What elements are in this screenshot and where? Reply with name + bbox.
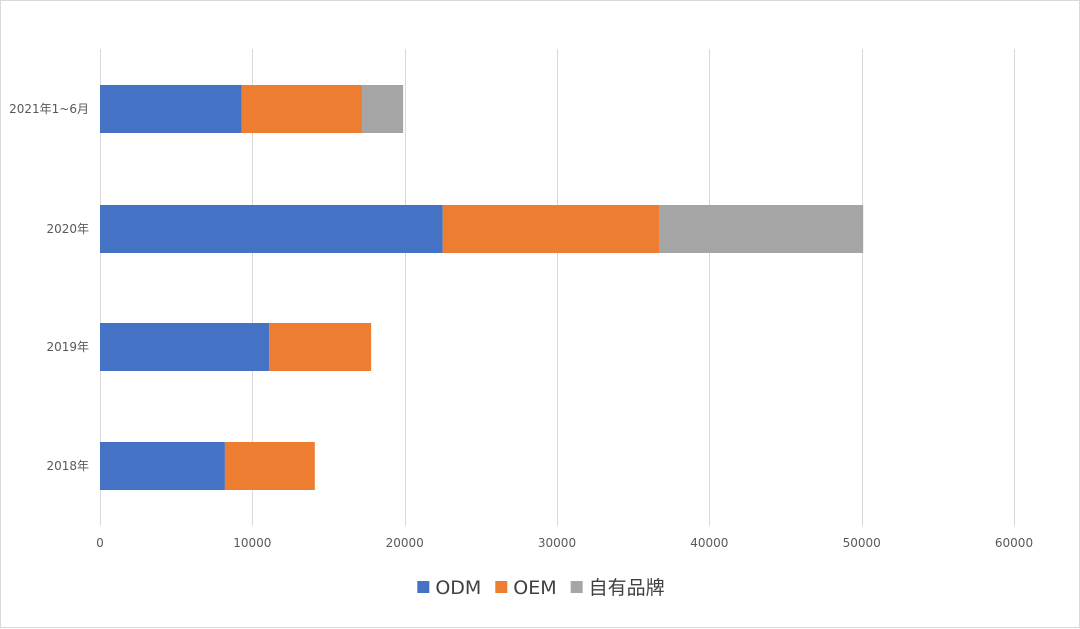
legend-swatch-自有品牌	[570, 581, 583, 593]
x-tick-label: 40000	[690, 536, 728, 550]
legend: ODM OEM 自有品牌	[417, 577, 665, 599]
x-axis-labels: 0 10000 20000 30000 40000 50000 60000	[96, 536, 1033, 550]
bar-3-OEM	[224, 442, 315, 490]
legend-swatch-OEM	[495, 581, 508, 593]
legend-label-OEM: OEM	[513, 577, 556, 599]
bar-1-ODM	[100, 205, 443, 253]
bar-0-自有品牌	[362, 85, 404, 133]
bar-0-OEM	[241, 85, 363, 133]
x-tick-label: 50000	[843, 536, 881, 550]
bar-0-ODM	[100, 85, 242, 133]
bar-1-自有品牌	[659, 205, 864, 253]
bar-2-ODM	[100, 323, 270, 371]
x-tick-label: 20000	[386, 536, 424, 550]
x-tick-label: 30000	[538, 536, 576, 550]
y-axis-labels: 2021年1~6月 2020年 2019年 2018年	[9, 102, 89, 473]
x-tick-label: 0	[96, 536, 104, 550]
bar-3-ODM	[100, 442, 225, 490]
y-tick-label: 2021年1~6月	[9, 102, 89, 116]
legend-swatch-ODM	[417, 581, 430, 593]
y-tick-label: 2019年	[46, 340, 89, 354]
x-tick-label: 60000	[995, 536, 1033, 550]
bar-2-OEM	[269, 323, 372, 371]
legend-label-ODM: ODM	[435, 577, 481, 599]
legend-label-自有品牌: 自有品牌	[589, 577, 665, 599]
bars	[100, 85, 864, 490]
y-tick-label: 2020年	[46, 222, 89, 236]
bar-1-OEM	[442, 205, 660, 253]
x-tick-label: 10000	[233, 536, 271, 550]
y-tick-label: 2018年	[46, 459, 89, 473]
